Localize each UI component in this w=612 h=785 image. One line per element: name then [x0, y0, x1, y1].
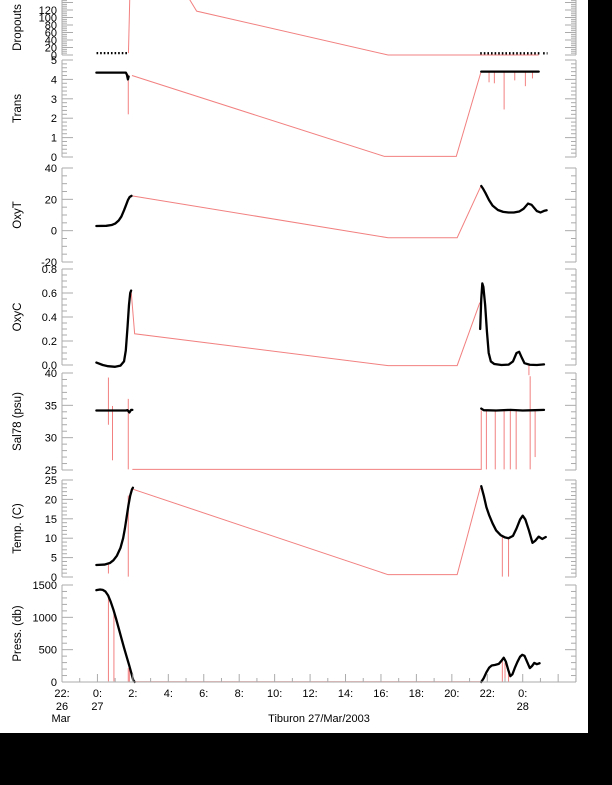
y-tick-label: 40 [45, 163, 57, 175]
data-series-black [480, 407, 546, 412]
y-tick-label: 0.8 [42, 264, 57, 276]
y-tick-label: 1500 [33, 580, 57, 592]
hour-label: 12: [302, 688, 317, 700]
figure-caption: Tiburon 27/Mar/2003 [268, 713, 370, 725]
y-tick-label: 25 [45, 465, 57, 477]
y-tick-label: 0 [51, 50, 57, 62]
y-tick-label: 0.0 [42, 360, 57, 372]
y-ticks [62, 372, 576, 471]
y-tick-label: 0.6 [42, 288, 57, 300]
y-ticks [62, 0, 576, 56]
panel-sal78: 40 35 30 25 Sal78 (psu) [12, 368, 577, 477]
data-series-black [480, 653, 541, 684]
hour-label: 22: [480, 688, 495, 700]
y-tick-label: 5 [51, 55, 57, 67]
y-tick-label: 1000 [33, 612, 57, 624]
y-ticks [62, 268, 576, 366]
y-tick-label: 5 [51, 553, 57, 565]
data-series-black [479, 282, 546, 367]
y-tick-label: 120 [39, 5, 57, 17]
interp-series-red [131, 71, 482, 157]
data-series-black [95, 289, 133, 368]
day-label: 27 [91, 701, 103, 713]
y-ticks [62, 479, 576, 578]
y-tick-label: 0 [51, 152, 57, 164]
plot-canvas [0, 0, 588, 733]
interp-series-red [131, 186, 482, 239]
hour-label: 6: [199, 688, 208, 700]
y-tick-label: 60 [45, 28, 57, 40]
hour-label: 2: [128, 688, 137, 700]
ylabel-press: Press. (db) [12, 605, 24, 661]
y-ticks [62, 59, 576, 158]
hour-label: 20: [444, 688, 459, 700]
y-ticks [62, 167, 576, 263]
interp-series-red [130, 290, 481, 367]
hour-label: 10: [267, 688, 282, 700]
hour-label: 22: [54, 688, 69, 700]
interp-series-red [127, 0, 539, 56]
panel-oxyt: 40 20 0 -20 OxyT [12, 163, 577, 269]
y-tick-label: 40 [45, 368, 57, 380]
hour-label: 18: [409, 688, 424, 700]
x-axis: 22: 0: 2: 4: 6: 8: 10: 12: 14: 16: 18: 20: 22: 0: 26 27… [54, 674, 577, 713]
y-tick-label: 10 [45, 533, 57, 545]
ylabel-dropouts: Dropouts [12, 4, 24, 51]
panel-press: 1500 1000 500 0 Press. (db) [12, 580, 577, 689]
ylabel-oxyt: OxyT [12, 201, 24, 228]
ylabel-sal78: Sal78 (psu) [12, 392, 24, 451]
y-tick-label: 20 [45, 194, 57, 206]
interp-series-red [133, 487, 481, 576]
y-tick-label: 100 [39, 13, 57, 25]
y-tick-label: 500 [39, 645, 57, 657]
y-ticks [62, 584, 576, 683]
y-tick-label: 0 [51, 572, 57, 584]
hour-label: 4: [164, 688, 173, 700]
month-label: Mar [52, 713, 71, 725]
data-series-black [95, 71, 130, 81]
ylabel-oxyc: OxyC [12, 303, 24, 332]
hour-label: 8: [235, 688, 244, 700]
hour-label: 0: [518, 688, 527, 700]
data-series-black [480, 485, 547, 545]
ylabel-temp: Temp. (C) [12, 503, 24, 554]
y-tick-label: 2 [51, 113, 57, 125]
data-series-black [95, 408, 134, 414]
y-tick-label: 40 [45, 35, 57, 47]
y-tick-label: 30 [45, 433, 57, 445]
y-tick-label: 4 [51, 74, 57, 86]
day-label: 28 [517, 701, 529, 713]
y-tick-label: 1 [51, 133, 57, 145]
hour-label: 0: [93, 688, 102, 700]
y-tick-label: 15 [45, 514, 57, 526]
hour-label: 16: [373, 688, 388, 700]
panel-oxyc: 0.8 0.6 0.4 0.2 0.0 OxyC [12, 264, 577, 376]
hour-label: 14: [338, 688, 353, 700]
data-series-black [95, 194, 133, 228]
y-tick-label: 20 [45, 494, 57, 506]
y-tick-label: 35 [45, 400, 57, 412]
y-tick-label: 25 [45, 475, 57, 487]
ylabel-trans: Trans [12, 94, 24, 123]
y-tick-label: 80 [45, 20, 57, 32]
y-tick-label: 3 [51, 94, 57, 106]
y-tick-label: 0 [51, 226, 57, 238]
day-label: 26 [56, 701, 68, 713]
y-tick-label: 0.2 [42, 336, 57, 348]
panel-temp: 25 20 15 10 5 0 Temp. (C) [12, 475, 577, 584]
interp-series-red [132, 410, 482, 470]
data-series-black [480, 184, 548, 214]
data-series-black [95, 486, 135, 567]
y-tick-label: 20 [45, 43, 57, 55]
y-tick-label: -20 [41, 257, 57, 269]
y-tick-label: 0.4 [42, 312, 57, 324]
data-series-black [95, 588, 136, 684]
y-tick-label: 0 [51, 677, 57, 689]
panel-trans: 5 4 3 2 1 0 Trans [12, 55, 577, 164]
